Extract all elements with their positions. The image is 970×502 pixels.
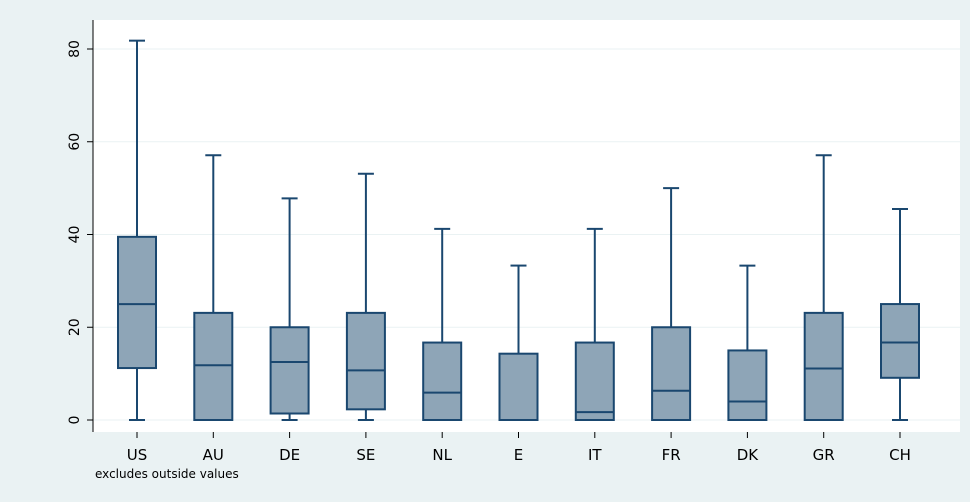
box-fr xyxy=(651,187,692,421)
y-tick-label: 80 xyxy=(67,40,83,58)
x-tick-label: E xyxy=(514,446,523,464)
box-e xyxy=(498,264,539,421)
y-tick-label: 40 xyxy=(67,226,83,244)
y-tick-label: 0 xyxy=(67,416,83,425)
iqr-box xyxy=(803,311,844,421)
x-tick-label: DK xyxy=(737,446,760,464)
box-se xyxy=(345,172,386,421)
iqr-box xyxy=(574,341,615,421)
iqr-box xyxy=(345,311,386,411)
iqr-box xyxy=(880,303,920,379)
box-au xyxy=(193,154,234,421)
x-tick-label: NL xyxy=(432,446,452,464)
iqr-box xyxy=(117,235,157,370)
iqr-box xyxy=(269,326,310,415)
box-us xyxy=(117,39,157,421)
y-tick-label: 60 xyxy=(67,133,83,151)
x-tick-label: SE xyxy=(356,446,375,464)
box-gr xyxy=(803,154,844,421)
iqr-box xyxy=(727,349,768,421)
box-it xyxy=(574,227,615,421)
boxes xyxy=(117,39,920,421)
iqr-box xyxy=(651,326,692,421)
x-tick-label: GR xyxy=(813,446,835,464)
x-tick-label: CH xyxy=(889,446,911,464)
y-tick-label: 20 xyxy=(67,318,83,336)
iqr-box xyxy=(498,352,539,421)
iqr-box xyxy=(422,341,463,421)
x-tick-label: US xyxy=(127,446,148,464)
box-dk xyxy=(727,264,768,421)
x-tick-label: AU xyxy=(203,446,224,464)
box-de xyxy=(269,197,310,421)
box-ch xyxy=(880,207,920,421)
x-axis-labels: US AU DE SE NL E IT FR DK GR CH xyxy=(127,432,911,464)
x-tick-label: FR xyxy=(662,446,681,464)
y-axis: 0 20 40 60 80 xyxy=(67,20,94,432)
x-tick-label: DE xyxy=(279,446,300,464)
x-tick-label: IT xyxy=(588,446,602,464)
iqr-box xyxy=(193,311,234,421)
box-nl xyxy=(422,227,463,421)
chart-note: excludes outside values xyxy=(95,467,239,481)
